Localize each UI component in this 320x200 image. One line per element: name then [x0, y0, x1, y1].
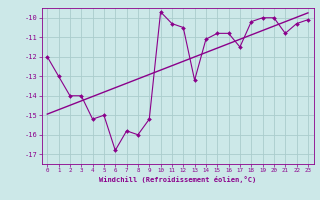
X-axis label: Windchill (Refroidissement éolien,°C): Windchill (Refroidissement éolien,°C)	[99, 176, 256, 183]
